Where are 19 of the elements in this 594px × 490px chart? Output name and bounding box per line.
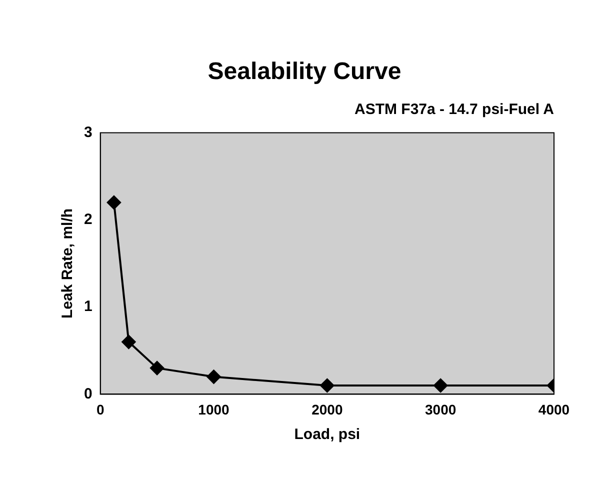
point [150,361,164,376]
point [206,370,221,384]
x-tick-label: 2000 [312,401,343,418]
point [434,378,448,392]
y-axis-title: Leak Rate, ml/h [59,208,76,319]
y-tick-label: 1 [84,298,92,316]
x-tick-label: 0 [96,401,104,418]
y-tick-label: 0 [84,385,92,402]
chart-subtitle: ASTM F37a - 14.7 psi-Fuel A [354,100,554,118]
point [122,334,136,349]
point [106,196,121,210]
point [320,378,334,392]
x-tick-label: 4000 [538,401,570,418]
y-tick-label: 2 [84,211,92,228]
x-axis-title: Load, psi [294,426,360,444]
x-tick-label: 1000 [198,401,230,418]
chart-title: Sealability Curve [208,58,402,86]
x-tick-label: 3000 [425,401,456,418]
y-tick-label: 3 [84,124,92,141]
